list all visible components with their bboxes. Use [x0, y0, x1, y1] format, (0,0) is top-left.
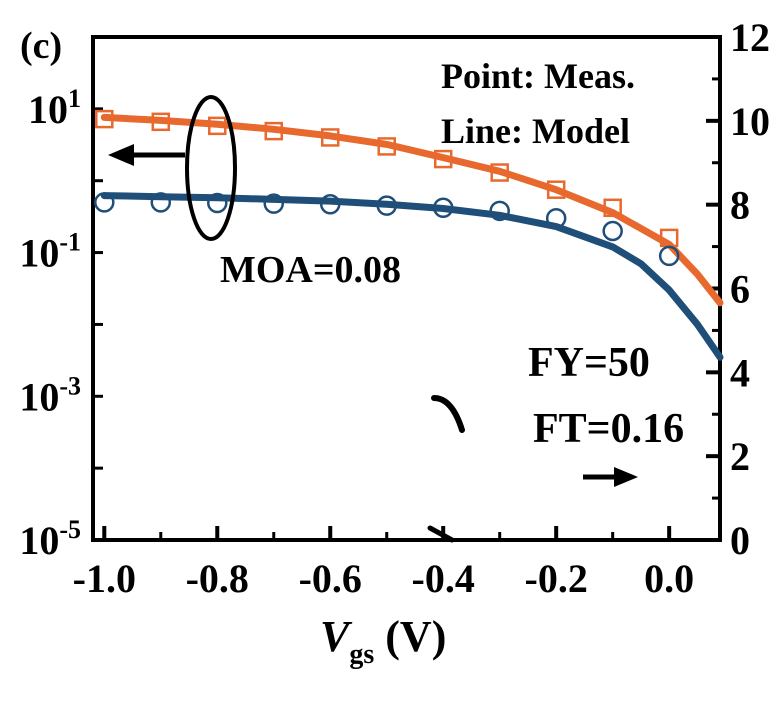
legend-points-label: Point: Meas.	[441, 56, 635, 96]
x-tick-label: -0.6	[299, 556, 362, 601]
data-point-circle	[432, 197, 454, 219]
data-point-circle	[319, 194, 341, 215]
data-point-circle	[94, 192, 115, 213]
x-axis-label: Vgs (V)	[320, 612, 446, 670]
data-point-square	[151, 112, 171, 132]
x-tick-label: 0.0	[644, 556, 694, 601]
right-axis-trace-lower	[427, 525, 455, 543]
x-tick-label: -0.4	[412, 556, 475, 601]
data-point-square	[95, 109, 114, 129]
x-tick-label: -0.2	[525, 556, 588, 601]
right-tick-label: 2	[730, 434, 750, 479]
data-point-square	[208, 116, 227, 136]
panel-label: (c)	[20, 25, 62, 67]
data-point-circle	[150, 192, 172, 213]
data-point-circle	[489, 200, 510, 222]
x-tick-label: -0.8	[186, 556, 249, 601]
right-tick-label: 4	[730, 350, 750, 395]
fy-annotation: FY=50	[528, 340, 650, 386]
data-point-square	[264, 121, 284, 141]
data-point-square	[377, 137, 396, 156]
right-axis-ticks: 0 2 4 6 8 10 12	[706, 15, 770, 563]
data-point-square	[603, 198, 622, 218]
legend-lines-label: Line: Model	[441, 111, 630, 151]
data-point-circle	[602, 220, 623, 242]
data-point-square	[490, 163, 509, 182]
data-point-circle	[658, 245, 680, 267]
left-tick-label: 10-5	[19, 515, 81, 563]
data-point-circle	[545, 208, 567, 229]
data-point-square	[320, 128, 340, 147]
data-point-circle	[263, 193, 285, 214]
right-tick-label: 10	[730, 99, 770, 144]
right-tick-label: 6	[730, 267, 750, 312]
right-axis-arrow-head	[614, 467, 638, 487]
x-tick-label: -1.0	[73, 556, 136, 601]
model-line-circle	[100, 192, 724, 361]
right-tick-label: 8	[730, 183, 750, 228]
left-axis-arrow-head	[108, 144, 134, 166]
series-layer	[94, 109, 724, 361]
series-group-ellipse	[185, 95, 237, 241]
model-line-square	[100, 113, 724, 307]
left-tick-label: 10-3	[19, 371, 81, 419]
data-point-square	[433, 149, 453, 169]
data-point-square	[546, 180, 566, 199]
right-axis-trace-upper	[431, 395, 465, 433]
data-point-circle	[376, 195, 397, 216]
right-tick-label: 12	[730, 15, 770, 60]
left-tick-label: 101	[28, 84, 81, 132]
ft-annotation: FT=0.16	[533, 406, 684, 452]
left-tick-label: 10-1	[19, 228, 81, 276]
x-axis-ticks: -1.0 -0.8 -0.6 -0.4 -0.2 0.0	[73, 526, 694, 601]
moa-annotation: MOA=0.08	[220, 249, 401, 291]
right-tick-label: 0	[730, 518, 750, 563]
left-axis-ticks: 101 10-1 10-3 10-5	[19, 35, 103, 563]
data-point-circle	[207, 192, 228, 214]
